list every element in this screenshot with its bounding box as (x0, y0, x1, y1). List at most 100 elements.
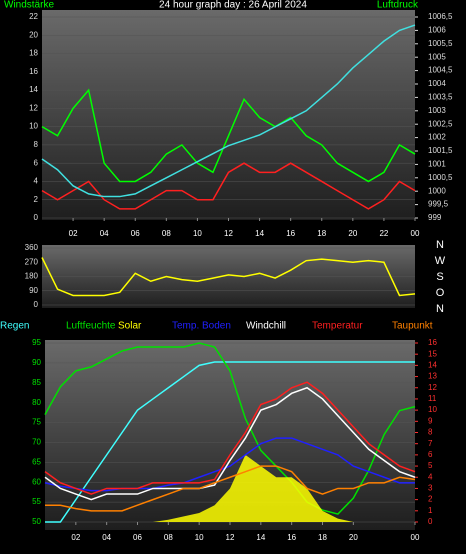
y2-tick-label: 5 (428, 461, 433, 470)
y2-tick-label: 1002 (428, 133, 446, 142)
y-tick-label: 60 (32, 477, 41, 486)
panel-wind (42, 10, 415, 220)
series-line (45, 361, 415, 523)
y2-tick-label: 1000 (428, 186, 446, 195)
y-tick-label: 50 (32, 517, 41, 526)
y2-tick-label: 12 (428, 383, 437, 392)
compass-label: W (435, 255, 446, 267)
y-tick-label: 90 (29, 286, 38, 295)
y2-tick-label: 1003 (428, 106, 446, 115)
x-tick-label: 02 (69, 229, 78, 238)
y-tick-label: 270 (25, 257, 39, 266)
y-tick-label: 6 (34, 158, 39, 167)
x-tick-label: 18 (317, 229, 326, 238)
y-tick-label: 20 (29, 30, 38, 39)
x-tick-label: 20 (349, 533, 358, 542)
x-tick-label: 12 (226, 533, 235, 542)
y2-tick-label: 4 (428, 472, 433, 481)
legend-label: Temperatur (312, 321, 363, 332)
y-label: Windstärke (4, 0, 54, 11)
y2-tick-label: 13 (428, 372, 437, 381)
legend-label: Temp. Boden (172, 321, 231, 332)
y-tick-label: 65 (32, 457, 41, 466)
y2-label: Luftdruck (377, 0, 419, 11)
y-tick-label: 4 (34, 177, 39, 186)
x-tick-label: 22 (379, 229, 388, 238)
x-tick-label: 16 (287, 533, 296, 542)
y-tick-label: 16 (29, 67, 38, 76)
y-tick-label: 2 (34, 195, 39, 204)
y2-tick-label: 1006,5 (428, 12, 453, 21)
y2-tick-label: 15 (428, 349, 437, 358)
y2-tick-label: 1003,5 (428, 93, 453, 102)
compass-label: N (436, 303, 444, 315)
y2-tick-label: 8 (428, 428, 433, 437)
y2-tick-label: 1006 (428, 26, 446, 35)
y-tick-label: 0 (34, 300, 39, 309)
y2-tick-label: 7 (428, 439, 433, 448)
y2-tick-label: 11 (428, 394, 437, 403)
y-tick-label: 0 (34, 213, 39, 222)
x-tick-label: 06 (133, 533, 142, 542)
y-tick-label: 12 (29, 103, 38, 112)
series-line (45, 465, 416, 512)
series-line (44, 342, 416, 515)
y2-tick-label: 1001 (428, 160, 446, 169)
x-tick-label: 08 (164, 533, 173, 542)
series-line (44, 386, 416, 501)
y2-tick-label: 10 (428, 405, 437, 414)
legend-label: Luftfeuchte (66, 321, 116, 332)
y2-tick-label: 1001,5 (428, 146, 453, 155)
y2-tick-label: 14 (428, 360, 437, 369)
y-tick-label: 22 (29, 12, 38, 21)
legend-label: Solar (118, 321, 142, 332)
y2-tick-label: 1000,5 (428, 173, 453, 182)
series-line (44, 381, 416, 495)
y-tick-label: 360 (25, 243, 39, 252)
y-tick-label: 18 (29, 49, 38, 58)
y2-tick-label: 1004 (428, 79, 446, 88)
chart-title: 24 hour graph day : 26 April 2024 (159, 0, 307, 11)
y-tick-label: 70 (32, 438, 41, 447)
y2-tick-label: 1005 (428, 52, 446, 61)
x-tick-label: 04 (102, 533, 111, 542)
x-tick-label: 00 (411, 533, 420, 542)
y2-tick-label: 1004,5 (428, 66, 453, 75)
y2-tick-label: 9 (428, 416, 433, 425)
y-tick-label: 85 (32, 378, 41, 387)
y2-tick-label: 16 (428, 338, 437, 347)
y2-tick-label: 1005,5 (428, 39, 453, 48)
x-tick-label: 02 (71, 533, 80, 542)
x-tick-label: 00 (411, 229, 420, 238)
x-tick-label: 04 (100, 229, 109, 238)
x-tick-label: 06 (131, 229, 140, 238)
series-line (44, 437, 415, 492)
y-tick-label: 55 (32, 497, 41, 506)
legend-label: Taupunkt (392, 321, 433, 332)
legend-label: Regen (0, 321, 29, 332)
compass-label: S (436, 271, 443, 283)
series-line (41, 162, 416, 210)
y-tick-label: 80 (32, 398, 41, 407)
y2-tick-label: 2 (428, 495, 433, 504)
y2-tick-label: 999 (428, 213, 442, 222)
series-line (41, 257, 416, 297)
compass-label: N (436, 239, 444, 251)
x-tick-label: 12 (224, 229, 233, 238)
y-tick-label: 75 (32, 418, 41, 427)
series-line (41, 24, 416, 198)
compass-label: O (436, 287, 445, 299)
series-line (41, 88, 416, 183)
x-tick-label: 10 (195, 533, 204, 542)
y2-tick-label: 6 (428, 450, 433, 459)
y-tick-label: 90 (32, 358, 41, 367)
y2-tick-label: 1002,5 (428, 119, 453, 128)
x-tick-label: 08 (162, 229, 171, 238)
x-tick-label: 14 (256, 533, 265, 542)
y-tick-label: 8 (34, 140, 39, 149)
series-area (45, 454, 415, 522)
x-tick-label: 16 (286, 229, 295, 238)
y2-tick-label: 3 (428, 484, 433, 493)
x-tick-label: 10 (193, 229, 202, 238)
